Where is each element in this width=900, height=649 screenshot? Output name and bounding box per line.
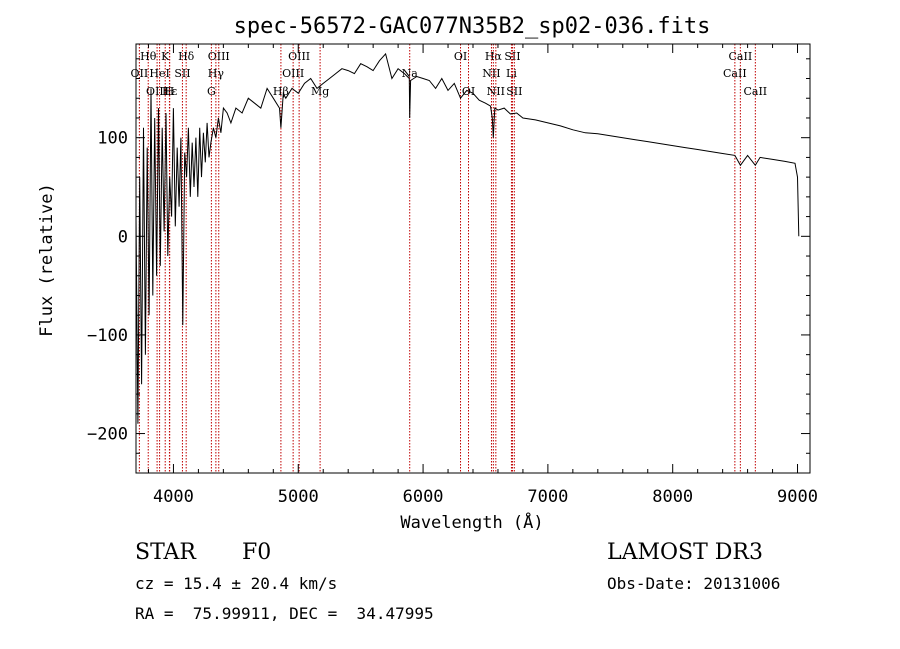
line-label: OIII xyxy=(282,67,304,80)
line-label: Hγ xyxy=(208,67,225,80)
plot-frame xyxy=(135,43,811,474)
line-label: Na xyxy=(402,67,419,80)
x-tick-label: 4000 xyxy=(153,487,194,507)
line-label: CaII xyxy=(743,85,767,98)
line-label: Hθ xyxy=(140,50,157,63)
obs-date: Obs-Date: 20131006 xyxy=(607,574,781,593)
axis-ticks: 4000 5000 6000 7000 8000 9000 −200 −100 0 100 xyxy=(87,44,818,507)
line-label: OIII xyxy=(146,85,168,98)
ra-dec: RA = 75.99911, DEC = 34.47995 xyxy=(135,604,434,623)
y-tick-label: 0 xyxy=(118,227,128,247)
line-label: CaII xyxy=(729,50,753,63)
line-label: Hδ xyxy=(178,50,195,63)
x-axis-label: Wavelength (Å) xyxy=(400,511,543,533)
survey-name: LAMOST DR3 xyxy=(607,540,763,565)
line-label: Mg xyxy=(311,85,329,98)
line-label: Hα xyxy=(485,50,503,63)
redshift-cz: cz = 15.4 ± 20.4 km/s xyxy=(135,574,338,593)
line-label: HeI xyxy=(149,67,169,80)
line-label: OIII xyxy=(208,50,230,63)
line-label: Hε xyxy=(162,85,178,98)
y-tick-label: 100 xyxy=(97,129,128,149)
line-label: K xyxy=(161,50,170,63)
object-class: STAR xyxy=(135,540,196,565)
line-label: OI xyxy=(454,50,467,63)
line-label: NII xyxy=(482,67,500,80)
line-label: Hβ xyxy=(273,85,289,98)
line-label: Li xyxy=(506,67,517,80)
y-tick-label: −100 xyxy=(87,326,128,346)
chart-title: spec-56572-GAC077N35B2_sp02-036.fits xyxy=(234,14,711,39)
line-label: SII xyxy=(174,67,190,80)
flux-series-line xyxy=(135,52,800,424)
line-label: SII xyxy=(504,50,520,63)
line-label: CaII xyxy=(723,67,747,80)
x-tick-label: 7000 xyxy=(527,487,568,507)
line-label: SII xyxy=(506,85,522,98)
line-label: OII xyxy=(131,67,149,80)
x-tick-label: 5000 xyxy=(278,487,319,507)
line-label: H xyxy=(165,85,175,98)
line-label: G xyxy=(207,85,216,98)
object-subclass: F0 xyxy=(242,540,272,565)
line-label: OIII xyxy=(288,50,310,63)
y-axis-label: Flux (relative) xyxy=(37,183,57,337)
x-tick-label: 8000 xyxy=(652,487,693,507)
x-tick-label: 9000 xyxy=(777,487,818,507)
line-label: NII xyxy=(487,85,505,98)
x-tick-label: 6000 xyxy=(403,487,444,507)
y-tick-label: −200 xyxy=(87,425,128,445)
